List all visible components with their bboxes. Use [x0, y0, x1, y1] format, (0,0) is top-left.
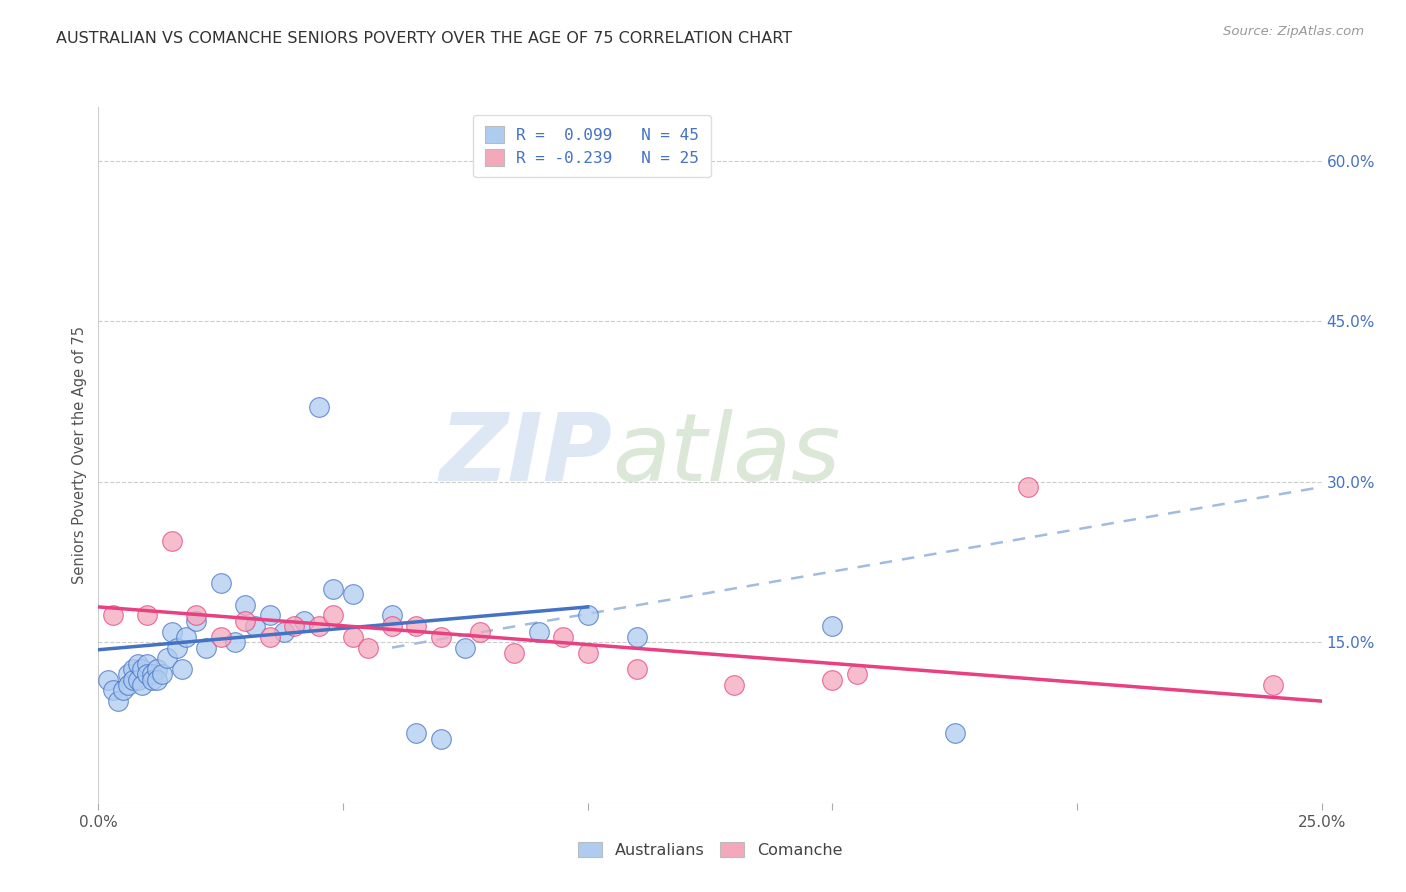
Point [821, 673, 844, 687]
Point [381, 608, 404, 623]
Point [131, 678, 153, 692]
Point [141, 673, 163, 687]
Point [943, 726, 966, 740]
Point [97, 673, 120, 687]
Point [170, 662, 193, 676]
Point [117, 678, 139, 692]
Point [1017, 480, 1039, 494]
Point [503, 646, 526, 660]
Point [141, 667, 163, 681]
Point [209, 576, 232, 591]
Text: atlas: atlas [612, 409, 841, 500]
Point [176, 630, 198, 644]
Point [356, 640, 378, 655]
Point [322, 582, 344, 596]
Point [308, 619, 330, 633]
Text: Source: ZipAtlas.com: Source: ZipAtlas.com [1223, 25, 1364, 38]
Point [186, 614, 208, 628]
Point [259, 630, 281, 644]
Point [101, 683, 124, 698]
Point [283, 619, 305, 633]
Point [381, 619, 404, 633]
Point [342, 587, 364, 601]
Point [576, 646, 599, 660]
Point [121, 673, 143, 687]
Point [273, 624, 295, 639]
Point [342, 630, 364, 644]
Point [454, 640, 477, 655]
Point [146, 662, 169, 676]
Point [224, 635, 246, 649]
Point [233, 598, 256, 612]
Point [821, 619, 844, 633]
Text: AUSTRALIAN VS COMANCHE SENIORS POVERTY OVER THE AGE OF 75 CORRELATION CHART: AUSTRALIAN VS COMANCHE SENIORS POVERTY O… [56, 31, 793, 46]
Point [626, 630, 648, 644]
Point [430, 731, 453, 746]
Point [107, 694, 129, 708]
Point [233, 614, 256, 628]
Point [136, 608, 159, 623]
Point [527, 624, 550, 639]
Point [292, 614, 315, 628]
Point [723, 678, 745, 692]
Point [127, 657, 149, 671]
Point [259, 608, 281, 623]
Point [150, 667, 173, 681]
Point [121, 662, 143, 676]
Point [209, 630, 232, 644]
Point [553, 630, 575, 644]
Legend: Australians, Comanche: Australians, Comanche [571, 836, 849, 864]
Point [405, 726, 427, 740]
Point [111, 683, 134, 698]
Point [166, 640, 188, 655]
Point [468, 624, 491, 639]
Point [117, 667, 139, 681]
Point [322, 608, 344, 623]
Point [160, 533, 183, 548]
Point [243, 619, 266, 633]
Point [430, 630, 453, 644]
Point [405, 619, 427, 633]
Point [101, 608, 124, 623]
Point [576, 608, 599, 623]
Point [131, 662, 153, 676]
Point [136, 657, 159, 671]
Point [136, 667, 159, 681]
Point [1261, 678, 1284, 692]
Point [195, 640, 218, 655]
Point [146, 673, 169, 687]
Point [160, 624, 183, 639]
Point [127, 673, 149, 687]
Text: ZIP: ZIP [439, 409, 612, 501]
Y-axis label: Seniors Poverty Over the Age of 75: Seniors Poverty Over the Age of 75 [72, 326, 87, 584]
Point [845, 667, 868, 681]
Point [626, 662, 648, 676]
Point [308, 400, 330, 414]
Point [186, 608, 208, 623]
Point [156, 651, 179, 665]
